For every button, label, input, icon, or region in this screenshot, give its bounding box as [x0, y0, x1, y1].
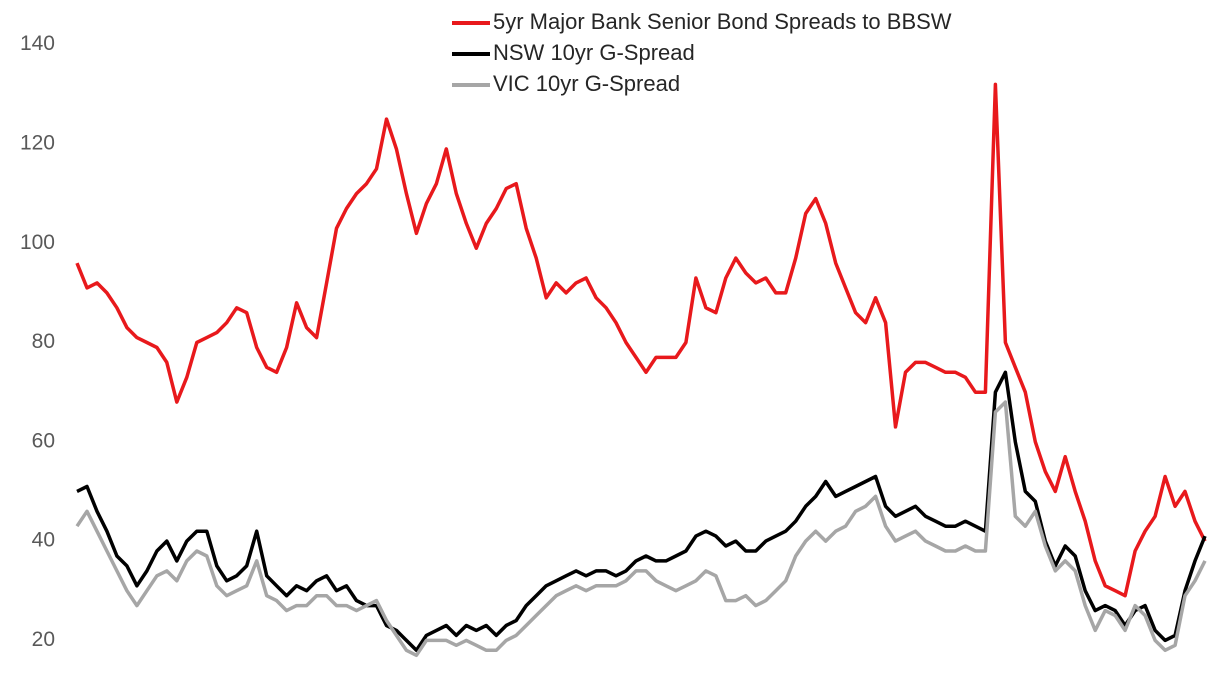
- y-tick-label: 60: [32, 429, 55, 452]
- line-series: [75, 82, 1207, 598]
- y-tick-label: 100: [20, 231, 55, 254]
- legend-label: 5yr Major Bank Senior Bond Spreads to BB…: [493, 9, 952, 34]
- legend-label: VIC 10yr G-Spread: [493, 71, 680, 96]
- y-tick-label: 120: [20, 132, 55, 155]
- line-series: [75, 400, 1207, 658]
- y-tick-label: 80: [32, 330, 55, 353]
- y-tick-label: 140: [20, 32, 55, 55]
- legend-label: NSW 10yr G-Spread: [493, 40, 695, 65]
- y-tick-label: 40: [32, 529, 55, 552]
- y-tick-label: 20: [32, 628, 55, 651]
- line-series: [76, 370, 1207, 653]
